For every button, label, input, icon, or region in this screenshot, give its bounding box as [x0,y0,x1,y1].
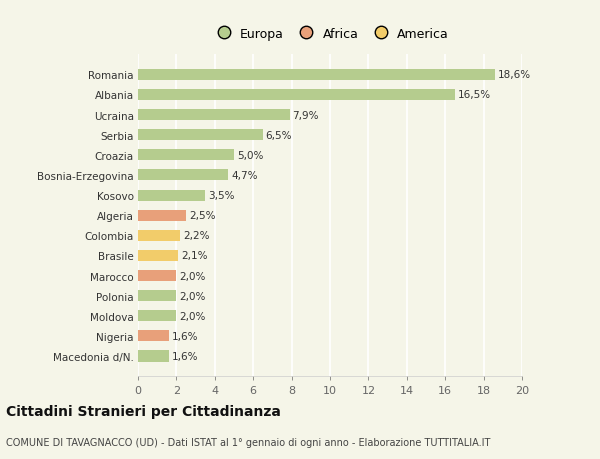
Bar [138,291,176,302]
Bar [138,70,495,81]
Bar [138,150,234,161]
Bar [138,90,455,101]
Text: 18,6%: 18,6% [498,70,531,80]
Bar [138,110,290,121]
Text: 7,9%: 7,9% [293,110,319,120]
Bar [138,270,176,281]
Text: 16,5%: 16,5% [458,90,491,100]
Text: 2,0%: 2,0% [179,291,206,301]
Bar [138,190,205,201]
Text: 1,6%: 1,6% [172,331,198,341]
Text: 4,7%: 4,7% [231,171,257,180]
Bar [138,170,228,181]
Text: 6,5%: 6,5% [266,130,292,140]
Text: 5,0%: 5,0% [237,151,263,161]
Bar [138,250,178,262]
Bar [138,130,263,141]
Bar [138,311,176,322]
Text: Cittadini Stranieri per Cittadinanza: Cittadini Stranieri per Cittadinanza [6,404,281,419]
Text: 1,6%: 1,6% [172,351,198,361]
Text: 2,0%: 2,0% [179,311,206,321]
Text: 2,1%: 2,1% [181,251,208,261]
Text: 2,5%: 2,5% [189,211,215,221]
Bar [138,230,180,241]
Bar [138,351,169,362]
Text: 2,0%: 2,0% [179,271,206,281]
Bar [138,210,186,221]
Text: 3,5%: 3,5% [208,190,235,201]
Text: COMUNE DI TAVAGNACCO (UD) - Dati ISTAT al 1° gennaio di ogni anno - Elaborazione: COMUNE DI TAVAGNACCO (UD) - Dati ISTAT a… [6,437,490,447]
Text: 2,2%: 2,2% [183,231,209,241]
Bar [138,330,169,341]
Legend: Europa, Africa, America: Europa, Africa, America [206,23,454,46]
